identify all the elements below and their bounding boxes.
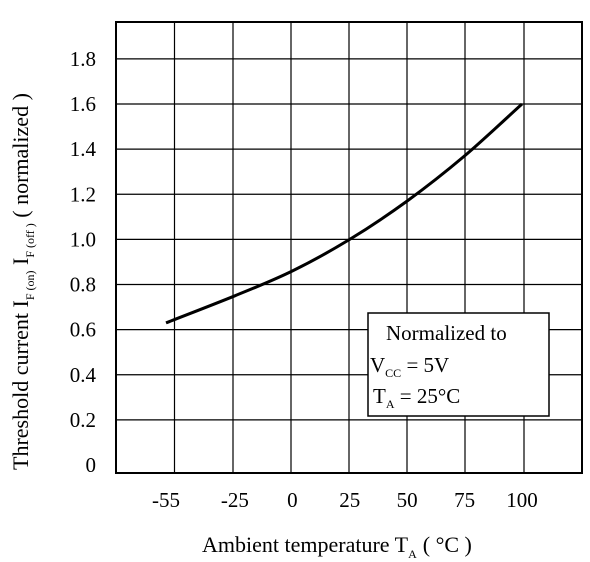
y-tick-label: 1.0	[70, 227, 96, 251]
plot-frame	[115, 21, 583, 474]
x-tick-label: 100	[506, 488, 538, 512]
y-tick-label: 1.4	[70, 137, 97, 161]
note-line-1: Normalized to	[386, 321, 507, 345]
y-tick-label: 0.6	[70, 318, 96, 342]
normalization-note: Normalized to VCC = 5V TA = 25°C	[367, 312, 550, 417]
y-tick-label: 0.8	[70, 273, 96, 297]
x-tick-labels: -55 -25 0 25 50 75 100	[152, 488, 538, 512]
y-tick-label: 0.4	[70, 363, 97, 387]
y-tick-label: 1.2	[70, 182, 96, 206]
x-axis-title: Ambient temperature TA( °C )	[202, 532, 472, 561]
y-tick-label: 1.6	[70, 92, 96, 116]
x-tick-label: 25	[339, 488, 360, 512]
grid	[116, 22, 582, 473]
y-tick-label: 1.8	[70, 47, 96, 71]
x-tick-label: 0	[287, 488, 298, 512]
x-tick-label: 75	[454, 488, 475, 512]
x-tick-label: -25	[221, 488, 249, 512]
x-tick-label: 50	[397, 488, 418, 512]
x-tick-label: -55	[152, 488, 180, 512]
y-tick-labels: 0 0.2 0.4 0.6 0.8 1.0 1.2 1.4 1.6 1.8	[70, 47, 97, 477]
y-tick-label: 0	[86, 453, 97, 477]
note-line-2: VCC = 5V	[370, 353, 449, 380]
y-tick-label: 0.2	[70, 408, 96, 432]
note-line-3: TA = 25°C	[373, 384, 460, 411]
note-box	[367, 312, 550, 417]
series-line	[165, 102, 524, 325]
y-axis-title: Threshold current IF (on) IF (off ) ( no…	[8, 93, 37, 470]
